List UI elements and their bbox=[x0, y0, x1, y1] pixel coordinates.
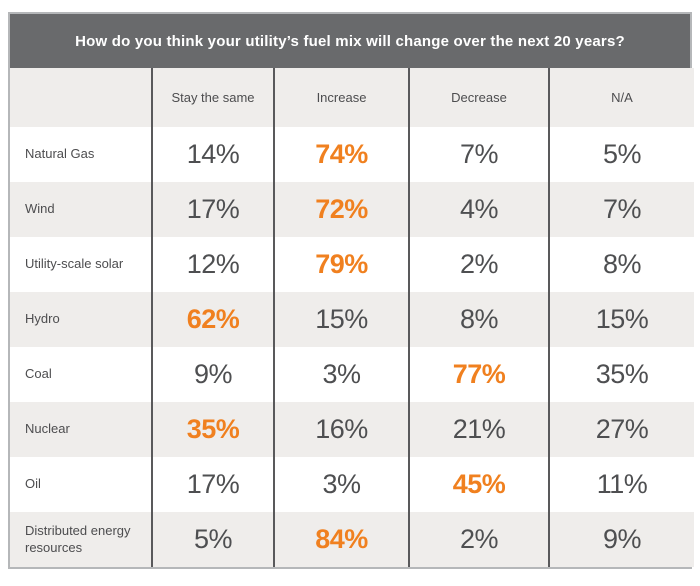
fuel-mix-survey-table: How do you think your utility’s fuel mix… bbox=[8, 12, 694, 569]
row-label: Coal bbox=[10, 347, 152, 402]
table-title: How do you think your utility’s fuel mix… bbox=[10, 14, 690, 68]
value-cell: 11% bbox=[548, 457, 694, 512]
table-row: Oil 17% 3% 45% 11% bbox=[10, 457, 694, 512]
row-label: Hydro bbox=[10, 292, 152, 347]
value-cell: 2% bbox=[408, 237, 549, 292]
value-cell: 7% bbox=[548, 182, 694, 237]
value-cell-highlighted: 35% bbox=[151, 402, 274, 457]
value-cell: 4% bbox=[408, 182, 549, 237]
survey-table: Stay the same Increase Decrease N/A Natu… bbox=[10, 68, 694, 567]
row-label: Nuclear bbox=[10, 402, 152, 457]
table-row: Distributed energy resources 5% 84% 2% 9% bbox=[10, 512, 694, 567]
value-cell: 17% bbox=[151, 457, 274, 512]
row-label: Distributed energy resources bbox=[10, 512, 152, 567]
value-cell-highlighted: 77% bbox=[408, 347, 549, 402]
value-cell: 15% bbox=[273, 292, 409, 347]
row-label: Natural Gas bbox=[10, 127, 152, 182]
column-header-na: N/A bbox=[548, 68, 694, 127]
value-cell: 5% bbox=[548, 127, 694, 182]
value-cell: 17% bbox=[151, 182, 274, 237]
value-cell: 8% bbox=[548, 237, 694, 292]
value-cell: 9% bbox=[151, 347, 274, 402]
value-cell: 12% bbox=[151, 237, 274, 292]
table-row: Natural Gas 14% 74% 7% 5% bbox=[10, 127, 694, 182]
table-row: Coal 9% 3% 77% 35% bbox=[10, 347, 694, 402]
value-cell-highlighted: 74% bbox=[273, 127, 409, 182]
column-header-row: Stay the same Increase Decrease N/A bbox=[10, 68, 694, 127]
value-cell-highlighted: 84% bbox=[273, 512, 409, 567]
value-cell-highlighted: 72% bbox=[273, 182, 409, 237]
value-cell: 27% bbox=[548, 402, 694, 457]
value-cell-highlighted: 62% bbox=[151, 292, 274, 347]
column-header-decrease: Decrease bbox=[408, 68, 549, 127]
value-cell: 8% bbox=[408, 292, 549, 347]
value-cell: 21% bbox=[408, 402, 549, 457]
row-label: Wind bbox=[10, 182, 152, 237]
value-cell-highlighted: 79% bbox=[273, 237, 409, 292]
table-row: Utility-scale solar 12% 79% 2% 8% bbox=[10, 237, 694, 292]
corner-cell bbox=[10, 68, 152, 127]
value-cell: 2% bbox=[408, 512, 549, 567]
value-cell: 3% bbox=[273, 457, 409, 512]
value-cell: 7% bbox=[408, 127, 549, 182]
table-row: Wind 17% 72% 4% 7% bbox=[10, 182, 694, 237]
column-header-increase: Increase bbox=[273, 68, 409, 127]
value-cell: 15% bbox=[548, 292, 694, 347]
value-cell: 5% bbox=[151, 512, 274, 567]
table-row: Hydro 62% 15% 8% 15% bbox=[10, 292, 694, 347]
value-cell: 9% bbox=[548, 512, 694, 567]
value-cell: 35% bbox=[548, 347, 694, 402]
value-cell-highlighted: 45% bbox=[408, 457, 549, 512]
table-row: Nuclear 35% 16% 21% 27% bbox=[10, 402, 694, 457]
row-label: Utility-scale solar bbox=[10, 237, 152, 292]
value-cell: 16% bbox=[273, 402, 409, 457]
value-cell: 14% bbox=[151, 127, 274, 182]
table-body: Natural Gas 14% 74% 7% 5% Wind 17% 72% 4% 7% Utili… bbox=[10, 127, 694, 567]
column-header-stay-the-same: Stay the same bbox=[151, 68, 274, 127]
value-cell: 3% bbox=[273, 347, 409, 402]
row-label: Oil bbox=[10, 457, 152, 512]
